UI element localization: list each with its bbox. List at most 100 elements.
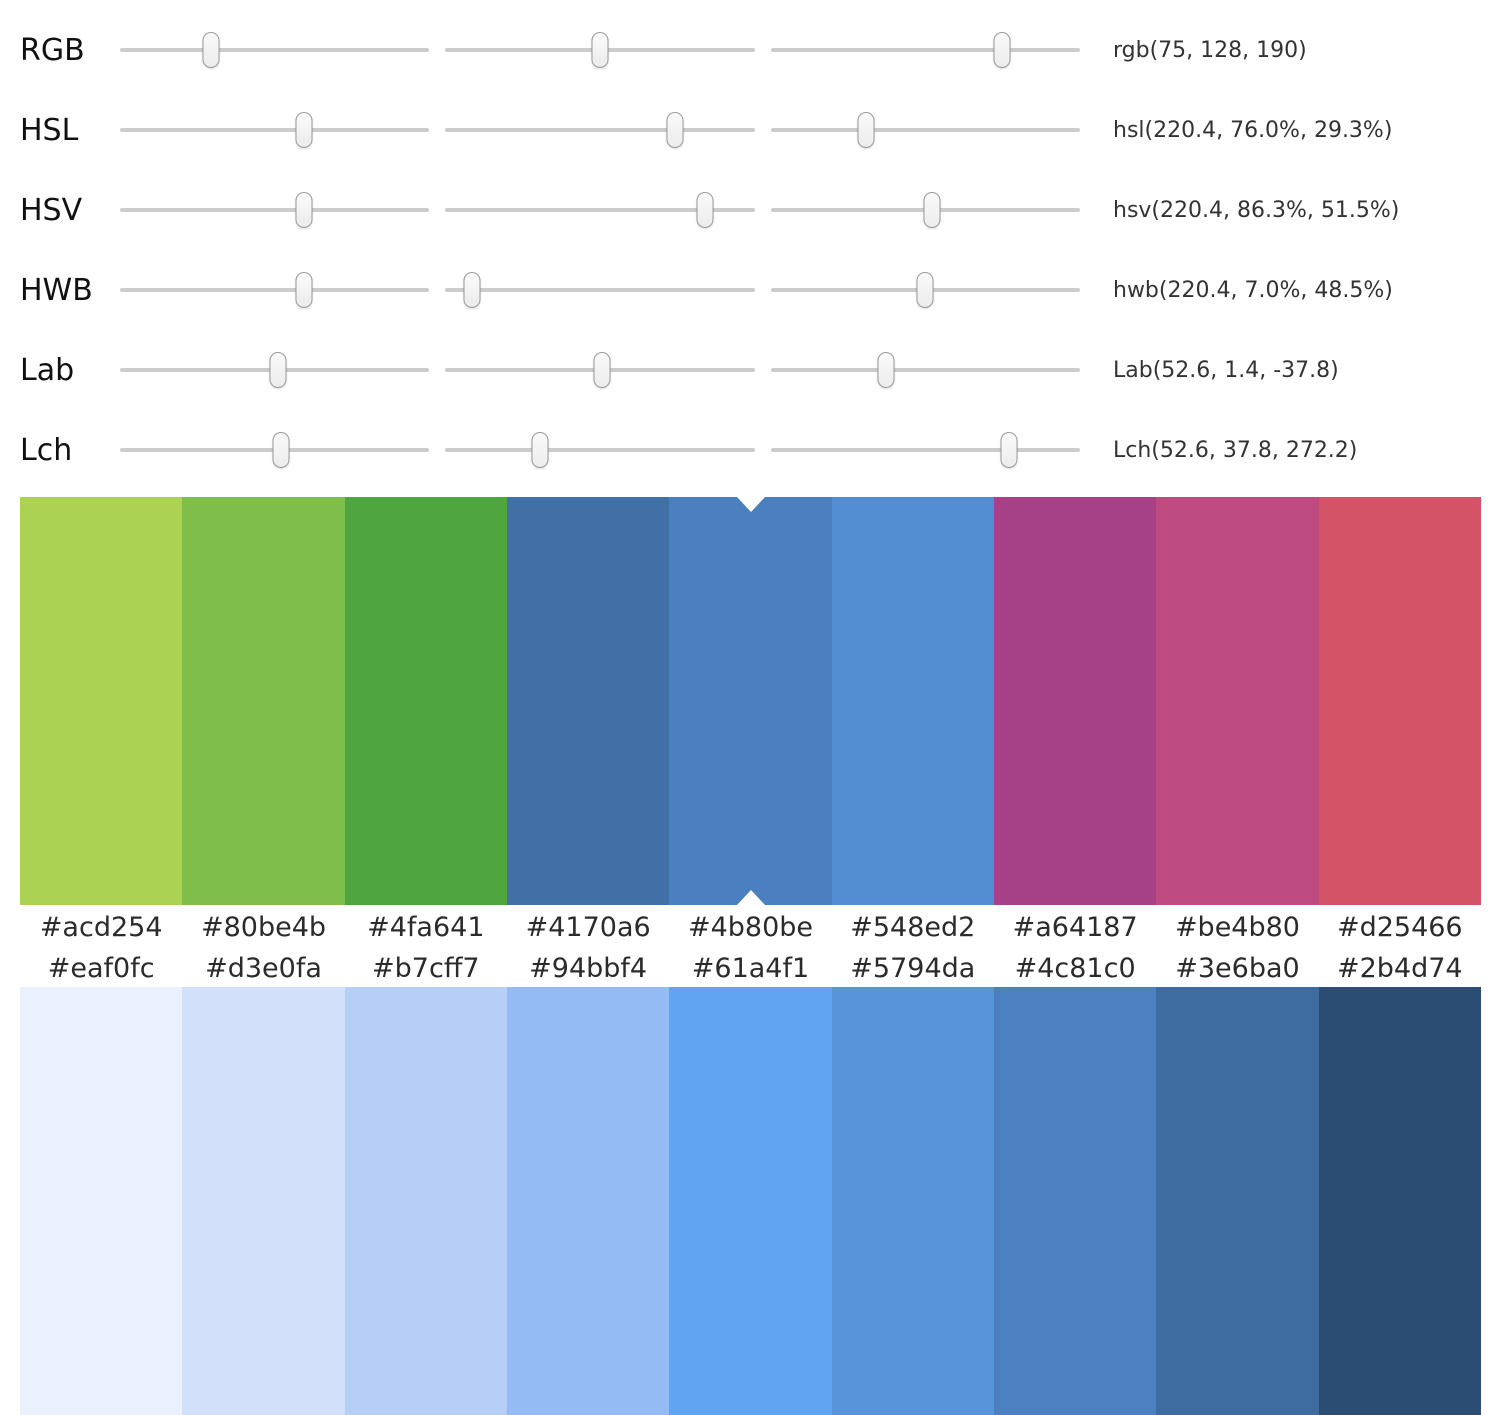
rgb-green-slider-handle[interactable]: [591, 32, 609, 68]
hex-label: #4170a6: [525, 912, 651, 943]
hex-label: #d25466: [1336, 912, 1463, 943]
slider-row-hwb: HWB hwb(220.4, 7.0%, 48.5%): [20, 250, 1481, 330]
scale-swatch-1[interactable]: [182, 987, 345, 1415]
lch-hue-slider[interactable]: [770, 430, 1080, 470]
hsl-sliders: [120, 110, 1080, 150]
slider-track-line: [445, 128, 755, 132]
hsl-lightness-slider-handle[interactable]: [857, 112, 875, 148]
palette-swatch-6[interactable]: [993, 497, 1157, 905]
hsv-value-slider-handle[interactable]: [923, 192, 940, 228]
hsl-value-text: hsl(220.4, 76.0%, 29.3%): [1113, 117, 1393, 143]
lch-l-slider[interactable]: [120, 430, 430, 470]
slider-track-line: [120, 48, 430, 52]
rgb-label: RGB: [20, 32, 85, 68]
slider-track-line: [445, 208, 755, 212]
hue-palette-block: #acd254 #80be4b #4fa641 #4170a6 #4b80be …: [0, 497, 1501, 950]
scale-swatch-4[interactable]: [669, 987, 832, 1415]
scale-swatch-0[interactable]: [20, 987, 183, 1415]
rgb-green-slider[interactable]: [445, 30, 755, 70]
lab-l-slider-handle[interactable]: [269, 352, 287, 388]
lch-label: Lch: [20, 432, 73, 468]
lab-b-slider[interactable]: [770, 350, 1080, 390]
slider-row-lch: Lch Lch(52.6, 37.8, 272.2): [20, 410, 1481, 490]
rgb-blue-slider-handle[interactable]: [993, 32, 1011, 68]
scale-swatch-3[interactable]: [506, 987, 670, 1415]
hex-label: #b7cff7: [372, 953, 480, 984]
lch-l-slider-handle[interactable]: [272, 432, 290, 468]
palette-top: [20, 497, 1481, 905]
rgb-value-text: rgb(75, 128, 190): [1113, 37, 1307, 63]
hsv-hue-slider-handle[interactable]: [295, 192, 313, 228]
hwb-blackness-slider[interactable]: [770, 270, 1080, 310]
hex-label: #5794da: [850, 953, 976, 984]
hex-label: #eaf0fc: [47, 953, 155, 984]
lch-chroma-slider[interactable]: [445, 430, 755, 470]
hsl-label: HSL: [20, 112, 79, 148]
hsl-hue-slider[interactable]: [120, 110, 430, 150]
hsl-saturation-slider[interactable]: [445, 110, 755, 150]
scale-swatch-8[interactable]: [1318, 987, 1481, 1415]
slider-track-line: [120, 208, 430, 212]
scale-swatch-5[interactable]: [831, 987, 994, 1415]
hex-label: #a64187: [1012, 912, 1138, 943]
hwb-blackness-slider-handle[interactable]: [916, 272, 934, 308]
hwb-hue-slider[interactable]: [120, 270, 430, 310]
hwb-label: HWB: [20, 272, 93, 308]
hsv-saturation-slider-handle[interactable]: [696, 192, 714, 228]
slider-track-line: [770, 128, 1080, 132]
hsl-hue-slider-handle[interactable]: [295, 112, 313, 148]
palette-scale: [20, 987, 1481, 1415]
hwb-whiteness-slider-handle[interactable]: [463, 272, 481, 308]
slider-panel: RGB rgb(75, 128, 190) HSL: [0, 0, 1501, 490]
hsl-saturation-slider-handle[interactable]: [666, 112, 684, 148]
hsl-lightness-slider[interactable]: [770, 110, 1080, 150]
hwb-sliders: [120, 270, 1080, 310]
palette-swatch-4[interactable]: [669, 497, 832, 905]
hsv-saturation-slider[interactable]: [445, 190, 755, 230]
hex-label: #3e6ba0: [1175, 953, 1300, 984]
slider-row-lab: Lab Lab(52.6, 1.4, -37.8): [20, 330, 1481, 410]
hwb-hue-slider-handle[interactable]: [295, 272, 313, 308]
hex-label: #4c81c0: [1014, 953, 1136, 984]
hwb-value-text: hwb(220.4, 7.0%, 48.5%): [1113, 277, 1393, 303]
palette-swatch-3[interactable]: [506, 497, 670, 905]
lch-chroma-slider-handle[interactable]: [531, 432, 549, 468]
hex-label: #4b80be: [687, 912, 813, 943]
palette-top-labels: #acd254 #80be4b #4fa641 #4170a6 #4b80be …: [20, 905, 1481, 950]
hsv-sliders: [120, 190, 1080, 230]
rgb-red-slider-handle[interactable]: [202, 32, 220, 68]
slider-row-hsl: HSL hsl(220.4, 76.0%, 29.3%): [20, 90, 1481, 170]
lab-b-slider-handle[interactable]: [877, 352, 895, 388]
scale-swatch-2[interactable]: [344, 987, 507, 1415]
hex-label: #61a4f1: [691, 953, 810, 984]
hsv-value-slider[interactable]: [770, 190, 1080, 230]
rgb-blue-slider[interactable]: [770, 30, 1080, 70]
lightness-scale-block: #eaf0fc #d3e0fa #b7cff7 #94bbf4 #61a4f1 …: [0, 950, 1501, 1415]
palette-swatch-8[interactable]: [1318, 497, 1481, 905]
rgb-sliders: [120, 30, 1080, 70]
lch-hue-slider-handle[interactable]: [1000, 432, 1018, 468]
slider-track-line: [445, 288, 755, 292]
hsv-hue-slider[interactable]: [120, 190, 430, 230]
palette-swatch-7[interactable]: [1156, 497, 1319, 905]
lab-a-slider[interactable]: [445, 350, 755, 390]
scale-swatch-6[interactable]: [993, 987, 1157, 1415]
hsv-value-text: hsv(220.4, 86.3%, 51.5%): [1113, 197, 1400, 223]
slider-track-line: [120, 128, 430, 132]
palette-swatch-5[interactable]: [831, 497, 994, 905]
lab-sliders: [120, 350, 1080, 390]
lab-a-slider-handle[interactable]: [593, 352, 611, 388]
palette-swatch-2[interactable]: [344, 497, 507, 905]
palette-swatch-1[interactable]: [182, 497, 345, 905]
hex-label: #4fa641: [367, 912, 485, 943]
hex-label: #80be4b: [200, 912, 327, 943]
hwb-whiteness-slider[interactable]: [445, 270, 755, 310]
rgb-red-slider[interactable]: [120, 30, 430, 70]
slider-row-rgb: RGB rgb(75, 128, 190): [20, 10, 1481, 90]
hex-label: #548ed2: [850, 912, 976, 943]
palette-swatch-0[interactable]: [20, 497, 183, 905]
scale-swatch-7[interactable]: [1156, 987, 1319, 1415]
lab-l-slider[interactable]: [120, 350, 430, 390]
slider-track-line: [770, 368, 1080, 372]
